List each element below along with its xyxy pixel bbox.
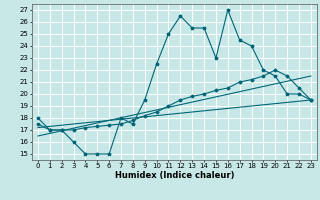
X-axis label: Humidex (Indice chaleur): Humidex (Indice chaleur) — [115, 171, 234, 180]
